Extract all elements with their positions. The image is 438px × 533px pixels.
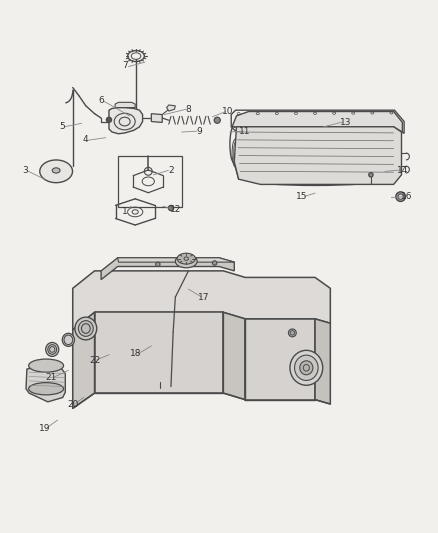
Ellipse shape <box>168 205 173 211</box>
Bar <box>118 156 182 207</box>
Ellipse shape <box>294 355 318 381</box>
Ellipse shape <box>75 317 97 340</box>
Ellipse shape <box>398 194 403 199</box>
Polygon shape <box>245 319 315 400</box>
Text: 18: 18 <box>130 349 142 358</box>
Polygon shape <box>115 102 135 108</box>
Text: 3: 3 <box>22 166 28 175</box>
Polygon shape <box>26 365 65 402</box>
Text: 7: 7 <box>122 61 128 70</box>
Text: 21: 21 <box>45 373 57 382</box>
Text: 9: 9 <box>197 127 202 136</box>
Ellipse shape <box>212 261 217 265</box>
Polygon shape <box>101 258 234 280</box>
Text: 12: 12 <box>170 205 181 214</box>
Ellipse shape <box>62 333 74 346</box>
Polygon shape <box>73 312 95 408</box>
Text: 10: 10 <box>222 107 233 116</box>
Polygon shape <box>315 319 330 404</box>
Polygon shape <box>223 312 245 400</box>
Ellipse shape <box>106 117 112 123</box>
Text: 20: 20 <box>67 400 78 408</box>
Polygon shape <box>151 114 162 123</box>
Polygon shape <box>118 258 234 262</box>
Text: 13: 13 <box>340 118 351 127</box>
Polygon shape <box>109 108 143 134</box>
Text: 17: 17 <box>198 293 209 302</box>
Ellipse shape <box>290 350 323 385</box>
Ellipse shape <box>40 160 73 183</box>
Text: 6: 6 <box>98 96 104 105</box>
Polygon shape <box>73 271 330 330</box>
Ellipse shape <box>214 117 220 123</box>
Ellipse shape <box>300 361 313 375</box>
Ellipse shape <box>46 343 59 357</box>
Text: 15: 15 <box>296 192 308 201</box>
Polygon shape <box>234 127 402 184</box>
Ellipse shape <box>52 168 60 173</box>
Ellipse shape <box>28 383 64 395</box>
Text: 2: 2 <box>168 166 174 175</box>
Ellipse shape <box>177 253 195 264</box>
Ellipse shape <box>369 173 373 177</box>
Text: 14: 14 <box>397 166 408 175</box>
Text: 16: 16 <box>401 192 413 201</box>
Ellipse shape <box>28 359 64 372</box>
Polygon shape <box>232 111 403 132</box>
Text: 4: 4 <box>83 135 88 144</box>
Ellipse shape <box>396 192 406 201</box>
Ellipse shape <box>175 255 197 268</box>
Text: 1: 1 <box>122 207 128 216</box>
Text: 22: 22 <box>89 356 100 365</box>
Ellipse shape <box>155 262 160 266</box>
Polygon shape <box>166 105 175 111</box>
Text: 5: 5 <box>59 122 65 131</box>
Ellipse shape <box>78 321 93 336</box>
Text: 11: 11 <box>240 127 251 136</box>
Polygon shape <box>95 312 223 393</box>
Text: 19: 19 <box>39 424 50 433</box>
Text: 8: 8 <box>186 105 191 114</box>
Ellipse shape <box>288 329 296 337</box>
